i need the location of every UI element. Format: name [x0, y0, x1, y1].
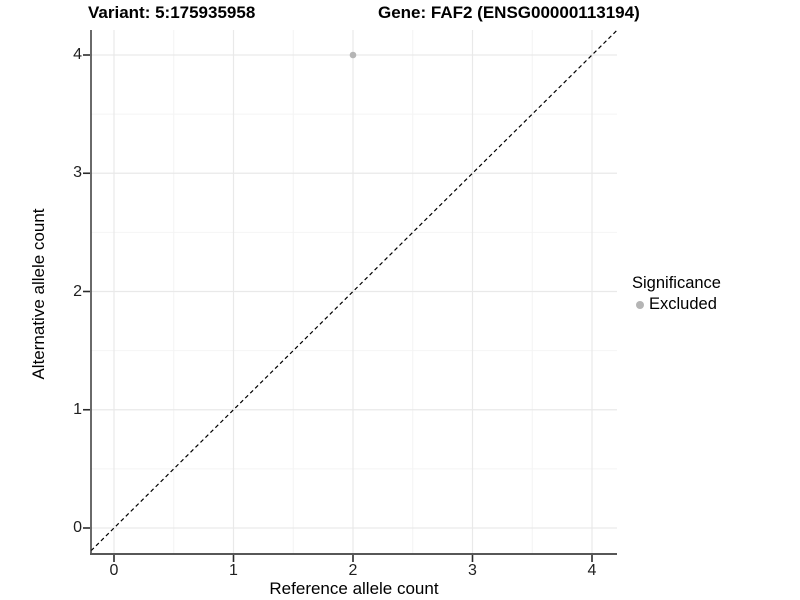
legend-item-label: Excluded [649, 295, 717, 313]
plot-title-variant: Variant: 5:175935958 [88, 3, 256, 22]
identity-reference-line [90, 29, 618, 552]
x-tick-label: 2 [348, 562, 358, 579]
x-tick-label: 0 [109, 562, 119, 579]
y-axis-title: Alternative allele count [29, 208, 48, 380]
y-tick-label: 3 [73, 164, 82, 182]
y-tick-label: 2 [73, 282, 82, 300]
legend-title: Significance [632, 274, 721, 292]
plot-title-gene: Gene: FAF2 (ENSG00000113194) [378, 3, 640, 22]
x-tick-label: 1 [229, 562, 238, 579]
y-tick-label: 4 [73, 46, 82, 63]
y-tick-label: 0 [73, 519, 82, 536]
data-point [349, 51, 357, 59]
excluded-point-icon [636, 300, 644, 309]
x-tick-label: 3 [468, 562, 477, 579]
x-tick-label: 4 [587, 562, 597, 579]
legend: Significance Excluded [632, 274, 721, 314]
y-tick-label: 1 [73, 400, 82, 418]
x-axis-title: Reference allele count [269, 579, 439, 598]
legend-item-excluded: Excluded [632, 295, 721, 314]
